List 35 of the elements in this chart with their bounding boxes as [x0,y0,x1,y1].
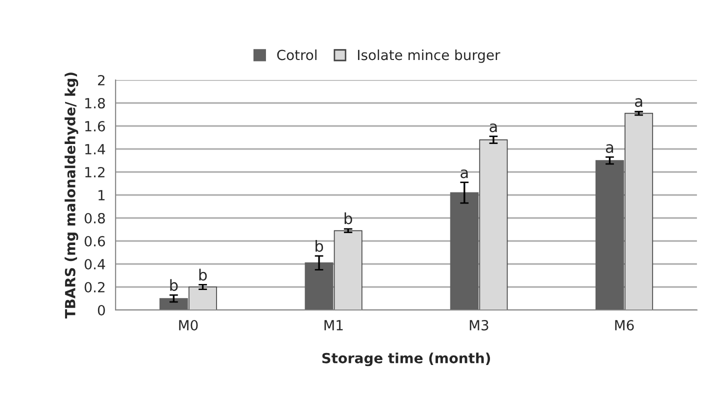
bar [450,192,479,310]
y-tick-label: 0 [98,304,105,316]
x-tick-label: M1 [324,320,343,330]
x-tick-label: M0 [179,320,198,330]
y-tick-label: 1.2 [85,166,104,178]
annotation: a [606,144,614,153]
x-axis-title: Storage time (month) [322,352,490,366]
bar [334,230,362,310]
annotation: a [635,98,642,107]
y-tick-label: 1.4 [85,144,106,154]
y-axis-title: TBARS (mg malonaldehyde/ kg) [64,72,78,319]
annotation: a [460,169,468,178]
bar [624,112,654,310]
annotation: b [170,279,178,291]
y-tick-label: 1.8 [85,98,105,108]
y-tick-label: 0.4 [84,258,106,270]
y-tick-label: 0.2 [84,282,104,292]
y-tick-label: 0.8 [84,212,105,224]
bar [479,139,508,310]
legend-label: Cotrol [277,49,316,60]
y-tick-label: 1 [98,190,105,200]
y-tick-label: 1.6 [85,120,105,132]
x-tick-label: M6 [615,320,634,330]
bar [596,160,624,310]
annotation: b [344,212,352,224]
bar [188,286,217,310]
y-tick-label: 2 [98,74,104,86]
y-tick-label: 0.6 [84,236,105,246]
annotation: b [316,240,324,252]
x-tick-label: M3 [470,320,488,330]
annotation: a [490,123,497,132]
legend-label: Isolate mince burger [358,49,500,63]
bar [304,262,334,310]
annotation: b [199,268,207,281]
bar [159,298,188,310]
